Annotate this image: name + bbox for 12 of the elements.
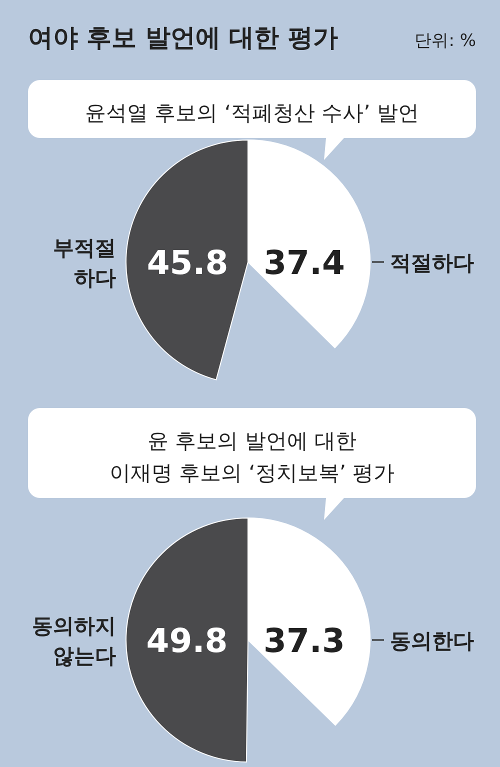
data-label: 37.4 bbox=[264, 243, 345, 282]
slice-label: 동의하지 않는다 bbox=[32, 614, 116, 668]
text: 단위: % bbox=[414, 31, 476, 51]
slice-label: 적절하다 bbox=[390, 251, 474, 275]
slice-label: 동의한다 bbox=[390, 629, 474, 653]
chart-subtitle: 윤석열 후보의 ‘적폐청산 수사’ 발언 bbox=[84, 101, 420, 125]
data-label: 45.8 bbox=[146, 243, 228, 282]
data-label: 37.3 bbox=[264, 621, 345, 660]
chart-title: 여야 후보 발언에 대한 평가 bbox=[28, 23, 338, 52]
slice-label: 부적절 하다 bbox=[53, 236, 116, 290]
data-label: 49.8 bbox=[146, 621, 228, 660]
chart-subtitle: 윤 후보의 발언에 대한 이재명 후보의 ‘정치보복’ 평가 bbox=[109, 429, 395, 485]
